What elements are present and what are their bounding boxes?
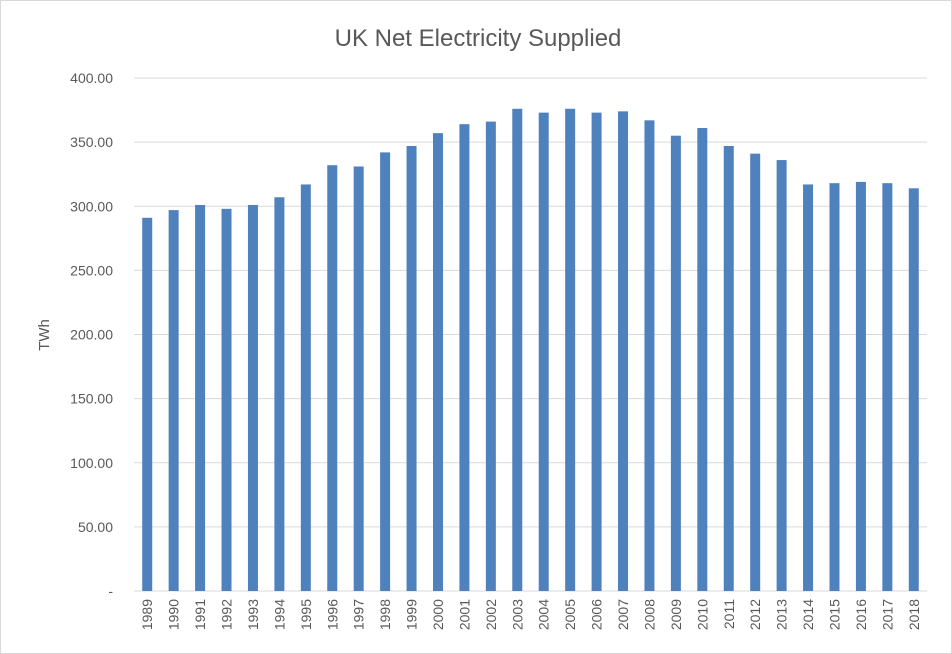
x-tick-label: 2002 xyxy=(483,599,499,630)
x-tick-label: 1990 xyxy=(166,599,182,630)
bar-1990 xyxy=(168,210,179,591)
bar-2007 xyxy=(618,111,629,591)
y-axis-title: TWh xyxy=(36,319,53,351)
x-tick-label: 2018 xyxy=(906,599,922,630)
y-tick-label: 150.00 xyxy=(70,391,113,407)
bars xyxy=(142,108,919,592)
bar-2006 xyxy=(591,112,602,591)
x-tick-label: 1998 xyxy=(377,599,393,630)
bar-2014 xyxy=(803,184,814,591)
x-axis-ticks: 1989 1990 1991 1992 1993 1994 1995 1996 1997 1998… xyxy=(139,599,922,630)
x-tick-label: 1995 xyxy=(298,599,314,630)
y-tick-label: - xyxy=(108,583,113,599)
x-tick-label: 2005 xyxy=(562,599,578,630)
bar-1997 xyxy=(353,166,364,591)
x-tick-label: 2013 xyxy=(774,599,790,630)
bar-2009 xyxy=(670,135,681,591)
bar-2003 xyxy=(512,108,523,591)
bar-2016 xyxy=(855,181,866,591)
chart-title: UK Net Electricity Supplied xyxy=(335,25,622,52)
bar-2010 xyxy=(697,128,708,591)
x-tick-label: 1992 xyxy=(219,599,235,630)
y-tick-label: 50.00 xyxy=(78,519,113,535)
x-tick-label: 2009 xyxy=(668,599,684,630)
gridlines xyxy=(134,77,927,592)
bar-2005 xyxy=(565,108,576,591)
y-tick-label: 250.00 xyxy=(70,262,113,278)
bar-2018 xyxy=(908,188,919,592)
bar-1989 xyxy=(142,217,153,592)
y-tick-label: 100.00 xyxy=(70,455,113,471)
x-tick-label: 2008 xyxy=(641,599,657,630)
bar-2008 xyxy=(644,120,655,591)
x-tick-label: 1989 xyxy=(139,599,155,630)
x-tick-label: 2004 xyxy=(536,599,552,630)
x-tick-label: 1996 xyxy=(324,599,340,630)
bar-1996 xyxy=(327,165,338,591)
bar-1993 xyxy=(247,204,258,591)
y-axis-ticks: - 50.00 100.00 150.00 200.00 250.00 300.00 350.… xyxy=(70,70,113,599)
y-tick-label: 300.00 xyxy=(70,198,113,214)
x-tick-label: 1991 xyxy=(192,599,208,630)
bar-2017 xyxy=(882,183,893,592)
bar-2004 xyxy=(538,112,549,591)
bar-2015 xyxy=(829,183,840,592)
x-tick-label: 2017 xyxy=(879,599,895,630)
x-tick-label: 1999 xyxy=(404,599,420,630)
bar-1995 xyxy=(300,184,311,591)
bar-2001 xyxy=(459,124,470,592)
x-tick-label: 2010 xyxy=(694,599,710,630)
x-tick-label: 1997 xyxy=(351,599,367,630)
bar-2002 xyxy=(485,121,496,591)
x-tick-label: 1994 xyxy=(271,599,287,630)
bar-1992 xyxy=(221,208,232,591)
x-tick-label: 2011 xyxy=(721,599,737,629)
y-tick-label: 200.00 xyxy=(70,327,113,343)
x-tick-label: 2000 xyxy=(430,599,446,630)
bar-1998 xyxy=(380,152,391,591)
bar-1994 xyxy=(274,197,285,591)
y-tick-label: 350.00 xyxy=(70,134,113,150)
y-tick-label: 400.00 xyxy=(70,70,113,86)
bar-2012 xyxy=(750,153,761,592)
x-tick-label: 1993 xyxy=(245,599,261,630)
x-tick-label: 2016 xyxy=(853,599,869,630)
bar-1991 xyxy=(195,204,206,591)
bar-2000 xyxy=(432,133,443,591)
x-tick-label: 2015 xyxy=(826,599,842,630)
x-tick-label: 2007 xyxy=(615,599,631,630)
bar-1999 xyxy=(406,145,417,591)
x-tick-label: 2012 xyxy=(747,599,763,630)
x-tick-label: 2001 xyxy=(456,599,472,630)
x-tick-label: 2006 xyxy=(589,599,605,630)
bar-2013 xyxy=(776,160,787,591)
bar-2011 xyxy=(723,145,734,591)
x-tick-label: 2003 xyxy=(509,599,525,630)
x-tick-label: 2014 xyxy=(800,599,816,630)
